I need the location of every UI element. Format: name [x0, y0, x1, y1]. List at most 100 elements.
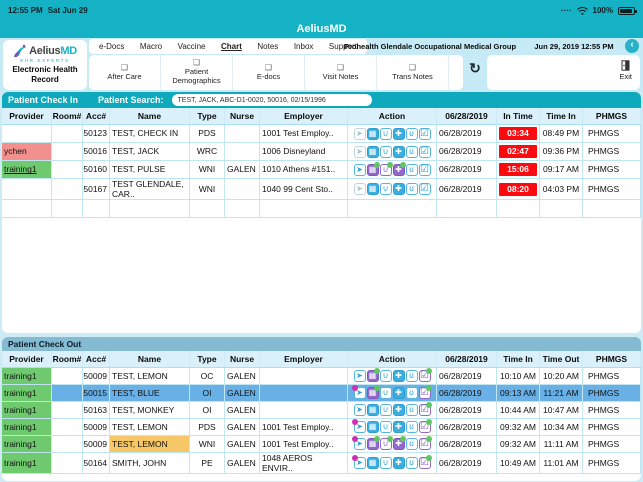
firstaid-icon[interactable]: ✚ — [392, 436, 406, 450]
stethoscope-icon[interactable]: ʊ — [405, 421, 418, 433]
hospital-icon[interactable]: ▦ — [366, 436, 380, 450]
pharmacy-icon[interactable]: ∪ — [379, 436, 393, 450]
hospital-icon[interactable]: ▦ — [366, 368, 380, 382]
name-cell: TEST, CHECK IN — [110, 125, 190, 142]
type-cell: PDS — [190, 419, 225, 435]
acc-cell: 50123 — [83, 125, 110, 142]
hospital-icon[interactable]: ▦ — [366, 127, 379, 140]
firstaid-icon[interactable]: ✚ — [392, 161, 406, 176]
table-row[interactable]: training1 50009 TEST, LEMON PDS GALEN 1001 Te… — [2, 419, 641, 436]
provider-cell[interactable]: training1 — [2, 368, 52, 384]
hospital-icon[interactable]: ▦ — [366, 145, 379, 158]
tab-macro[interactable]: Macro — [139, 42, 163, 51]
patient-checkin-icon[interactable]: ➤ — [351, 455, 366, 470]
provider-cell[interactable]: training1 — [2, 402, 52, 418]
stethoscope-icon[interactable]: ʊ — [405, 127, 418, 140]
table-row[interactable]: 50167 TEST GLENDALE, CAR.. WNI 1040 99 Cent… — [2, 179, 641, 201]
tab-e-docs[interactable]: e-Docs — [99, 42, 125, 51]
provider-cell[interactable] — [2, 179, 52, 200]
patient-checkin-icon[interactable]: ➤ — [351, 419, 366, 433]
pharmacy-icon[interactable]: ∪ — [379, 127, 392, 140]
stethoscope-icon[interactable]: ʊ — [405, 457, 418, 470]
complete-checkbox-icon[interactable]: ☑ — [418, 145, 431, 158]
hospital-icon[interactable]: ▦ — [366, 404, 379, 416]
stethoscope-icon[interactable]: ʊ — [405, 438, 418, 450]
complete-checkbox-icon[interactable]: ☑ — [418, 183, 431, 196]
complete-checkbox-icon[interactable]: ☑ — [418, 436, 432, 450]
pharmacy-icon[interactable]: ∪ — [379, 370, 392, 382]
table-row[interactable]: 50123 TEST, CHECK IN PDS 1001 Test Employ..… — [2, 125, 641, 143]
hospital-icon[interactable]: ▦ — [366, 183, 379, 196]
pharmacy-icon[interactable]: ∪ — [379, 183, 392, 196]
complete-checkbox-icon[interactable]: ☑ — [418, 455, 432, 470]
provider-cell[interactable]: training1 — [2, 161, 52, 178]
complete-checkbox-icon[interactable]: ☑ — [418, 402, 432, 416]
tab-vaccine[interactable]: Vaccine — [177, 42, 206, 51]
table-row[interactable]: training1 50164 SMITH, JOHN PE GALEN 1048 AER… — [2, 453, 641, 475]
hospital-icon[interactable]: ▦ — [366, 161, 380, 176]
provider-cell[interactable] — [2, 125, 52, 142]
firstaid-icon[interactable]: ✚ — [392, 421, 405, 433]
after-care-button[interactable]: ❏ After Care — [89, 55, 161, 90]
complete-checkbox-icon[interactable]: ☑ — [418, 163, 431, 176]
visit-notes-button[interactable]: ❏ Visit Notes — [305, 55, 377, 90]
patient-checkin-icon[interactable]: ➤ — [353, 163, 366, 176]
firstaid-icon[interactable]: ✚ — [392, 387, 405, 399]
pharmacy-icon[interactable]: ∪ — [379, 161, 393, 176]
table-row[interactable]: training1 50163 TEST, MONKEY OI GALEN ➤ ▦ ∪ ✚ ʊ ☑ 0… — [2, 402, 641, 419]
trans-notes-button[interactable]: ❏ Trans Notes — [377, 55, 449, 90]
firstaid-icon[interactable]: ✚ — [392, 370, 405, 382]
provider-cell[interactable]: training1 — [2, 385, 52, 401]
name-cell: TEST, LEMON — [110, 419, 190, 435]
stethoscope-icon[interactable]: ʊ — [405, 183, 418, 196]
firstaid-icon[interactable]: ✚ — [392, 127, 405, 140]
e-docs-button[interactable]: ❏ E-docs — [233, 55, 305, 90]
patient-checkin-icon[interactable]: ➤ — [351, 436, 366, 450]
stethoscope-icon[interactable]: ʊ — [405, 163, 418, 176]
back-button[interactable]: ‹ — [625, 39, 639, 53]
pharmacy-icon[interactable]: ∪ — [379, 404, 392, 416]
complete-checkbox-icon[interactable]: ☑ — [418, 368, 432, 382]
table-row[interactable]: training1 50009 TEST, LEMON WNI GALEN 1001 Te… — [2, 436, 641, 453]
provider-cell[interactable]: training1 — [2, 453, 52, 474]
provider-cell[interactable]: training1 — [2, 419, 52, 435]
firstaid-icon[interactable]: ✚ — [392, 457, 405, 470]
patient-checkin-icon[interactable]: ➤ — [353, 370, 366, 382]
pharmacy-icon[interactable]: ∪ — [379, 421, 392, 433]
table-row[interactable]: ychen 50016 TEST, JACK WRC 1006 Disneyland ➤ ▦… — [2, 143, 641, 161]
stethoscope-icon[interactable]: ʊ — [405, 145, 418, 158]
patient-checkin-icon[interactable]: ➤ — [353, 183, 366, 196]
table-row[interactable]: training1 50160 TEST, PULSE WNI GALEN 1010 At… — [2, 161, 641, 179]
table-row[interactable]: training1 50009 TEST, LEMON OC GALEN ➤ ▦ ∪ ✚ ʊ ☑ 06… — [2, 368, 641, 385]
exit-button[interactable]: Exit — [619, 60, 632, 82]
pharmacy-icon[interactable]: ∪ — [379, 145, 392, 158]
hospital-icon[interactable]: ▦ — [366, 457, 379, 470]
firstaid-icon[interactable]: ✚ — [392, 404, 405, 416]
provider-cell[interactable]: ychen — [2, 143, 52, 160]
table-row[interactable]: training1 50015 TEST, BLUE OI GALEN ➤ ▦ ∪ ✚ ʊ ☑ 06/… — [2, 385, 641, 402]
firstaid-icon[interactable]: ✚ — [392, 183, 405, 196]
pharmacy-icon[interactable]: ∪ — [379, 457, 392, 470]
patient-checkin-icon[interactable]: ➤ — [353, 145, 366, 158]
patient-checkin-icon[interactable]: ➤ — [351, 385, 366, 399]
stethoscope-icon[interactable]: ʊ — [405, 404, 418, 416]
complete-checkbox-icon[interactable]: ☑ — [418, 127, 431, 140]
stethoscope-icon[interactable]: ʊ — [405, 370, 418, 382]
provider-cell[interactable]: training1 — [2, 436, 52, 452]
tab-chart[interactable]: Chart — [221, 42, 242, 51]
patient-checkin-icon[interactable]: ➤ — [353, 127, 366, 140]
hospital-icon[interactable]: ▦ — [366, 421, 379, 433]
patient-demographics-button[interactable]: ❏ Patient Demographics — [161, 55, 233, 90]
pharmacy-icon[interactable]: ∪ — [379, 387, 392, 399]
complete-checkbox-icon[interactable]: ☑ — [418, 419, 432, 433]
patient-checkin-icon[interactable]: ➤ — [353, 404, 366, 416]
refresh-button[interactable]: ↻ — [469, 60, 481, 76]
complete-checkbox-icon[interactable]: ☑ — [418, 385, 432, 399]
firstaid-icon[interactable]: ✚ — [392, 145, 405, 158]
stethoscope-icon[interactable]: ʊ — [405, 387, 418, 399]
tab-notes[interactable]: Notes — [257, 42, 279, 51]
tab-support[interactable]: Support — [328, 42, 357, 51]
tab-inbox[interactable]: Inbox — [293, 42, 314, 51]
hospital-icon[interactable]: ▦ — [366, 385, 380, 399]
patient-search-input[interactable] — [171, 94, 372, 106]
